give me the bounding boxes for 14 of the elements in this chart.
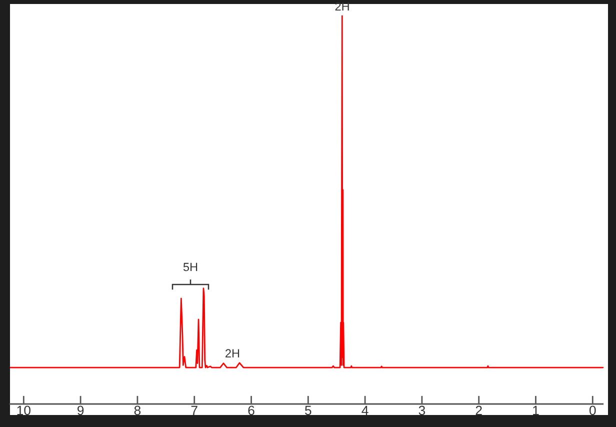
x-tick-label: 8 [134,406,141,416]
x-tick-label: 0 [589,406,596,416]
x-tick-label: 3 [418,406,426,416]
x-tick-label: 10 [17,406,30,416]
x-tick-label: 6 [248,406,254,416]
x-tick-label: 2 [476,406,482,415]
x-tick-label: 9 [78,406,84,416]
annotation: 2H [226,349,240,358]
x-tick-label: 1 [533,406,539,415]
annotation: 2H [335,2,349,11]
x-tick-label: 7 [191,406,198,415]
annotation: 5H [183,262,198,272]
x-tick-label: 5 [305,406,312,416]
x-tick-label: 4 [362,406,368,415]
